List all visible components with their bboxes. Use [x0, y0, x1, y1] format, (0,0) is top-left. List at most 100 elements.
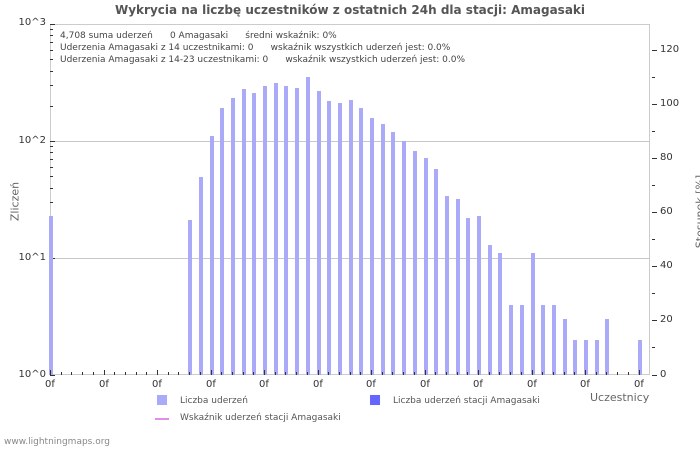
bar — [391, 132, 396, 375]
x-tick — [563, 372, 565, 375]
right-tick — [652, 320, 657, 321]
bar — [380, 124, 385, 375]
bar — [337, 103, 342, 375]
x-tick — [199, 372, 201, 375]
x-tick — [520, 372, 522, 375]
y-tick — [50, 146, 53, 147]
x-tick-label: 0f — [527, 379, 537, 390]
footer-source: www.lightningmaps.org — [4, 437, 110, 447]
x-tick — [253, 372, 255, 375]
x-tick-label: 0f — [152, 379, 162, 390]
bar — [519, 304, 524, 375]
bar — [49, 215, 53, 375]
y-tick — [50, 50, 53, 51]
x-tick-label: 0f — [473, 379, 483, 390]
x-tick-label: 0f — [206, 379, 216, 390]
legend-label-station-ratio: Wskaźnik uderzeń stacji Amagasaki — [180, 413, 341, 423]
x-tick — [488, 372, 490, 375]
x-tick — [456, 372, 458, 375]
x-tick-label: 0f — [259, 379, 269, 390]
x-tick — [167, 372, 169, 375]
x-tick — [627, 372, 629, 375]
right-tick — [652, 266, 657, 267]
bar — [263, 86, 267, 375]
legend-swatch-strikes — [157, 395, 167, 405]
legend-line-station-ratio — [155, 418, 169, 420]
right-tick — [652, 212, 657, 213]
bar — [241, 89, 246, 375]
bar — [423, 158, 428, 375]
bar — [188, 220, 193, 375]
x-tick — [60, 372, 62, 375]
x-tick — [296, 372, 298, 375]
bar — [477, 215, 481, 375]
x-tick — [445, 372, 447, 375]
y-tick — [50, 202, 53, 203]
x-tick — [606, 372, 608, 375]
x-tick — [189, 372, 191, 375]
x-tick — [103, 370, 105, 375]
y-tick — [50, 141, 55, 142]
x-tick — [531, 370, 533, 375]
x-tick — [413, 372, 415, 375]
bar — [198, 177, 203, 375]
x-tick — [242, 372, 244, 375]
y-tick — [50, 152, 53, 153]
x-tick — [371, 370, 372, 375]
y-tick — [50, 35, 53, 36]
bar — [637, 339, 642, 375]
x-tick — [328, 372, 330, 375]
bar — [348, 100, 353, 375]
info-14-participants: Uderzenia Amagasaki z 14 uczestnikami: 0… — [60, 43, 451, 53]
bar — [605, 319, 610, 375]
right-tick-label: 80 — [660, 152, 673, 163]
right-minor-tick — [652, 347, 655, 348]
right-tick — [652, 104, 657, 105]
y-tick — [50, 188, 53, 189]
x-tick-label: 0f — [99, 379, 109, 390]
y-tick — [50, 29, 53, 30]
x-tick — [178, 372, 180, 375]
x-tick — [381, 372, 383, 375]
info-14-23-participants: Uderzenia Amagasaki z 14-23 uczestnikami… — [60, 55, 466, 65]
y-tick-label: 10^0 — [18, 369, 46, 380]
right-tick-label: 100 — [660, 98, 680, 109]
bar — [295, 88, 300, 375]
x-tick — [349, 372, 351, 375]
x-tick — [499, 372, 501, 375]
bar — [434, 168, 439, 375]
x-tick — [638, 370, 640, 375]
x-tick — [510, 372, 512, 375]
y-axis-right-title: Stosunek [%] — [693, 174, 700, 249]
x-tick — [114, 372, 116, 375]
right-tick-label: 20 — [660, 314, 673, 325]
bar — [541, 304, 546, 375]
legend-label-station-strikes: Liczba uderzeń stacji Amagasaki — [393, 396, 540, 406]
y-tick — [50, 167, 53, 168]
x-tick — [574, 372, 576, 375]
chart-title: Wykrycia na liczbę uczestników z ostatni… — [114, 3, 586, 17]
y-tick — [50, 71, 53, 72]
bar — [209, 136, 214, 375]
x-tick — [542, 372, 544, 375]
right-tick — [652, 50, 657, 51]
bar — [284, 86, 289, 375]
x-tick — [435, 372, 437, 375]
right-minor-tick — [652, 239, 655, 240]
legend-swatch-station-strikes — [370, 395, 380, 405]
x-tick — [617, 372, 619, 375]
y-tick — [50, 85, 53, 86]
right-minor-tick — [652, 185, 655, 186]
bar — [551, 304, 556, 375]
right-minor-tick — [652, 131, 655, 132]
y-tick — [50, 42, 53, 43]
x-tick — [82, 372, 84, 375]
x-tick — [264, 370, 265, 375]
x-tick — [478, 370, 479, 375]
bar — [562, 319, 567, 375]
right-tick — [652, 158, 657, 159]
x-tick-label: 0f — [634, 379, 644, 390]
bar — [594, 339, 599, 375]
x-axis-title: Uczestnicy — [590, 391, 650, 404]
bar — [573, 339, 578, 375]
